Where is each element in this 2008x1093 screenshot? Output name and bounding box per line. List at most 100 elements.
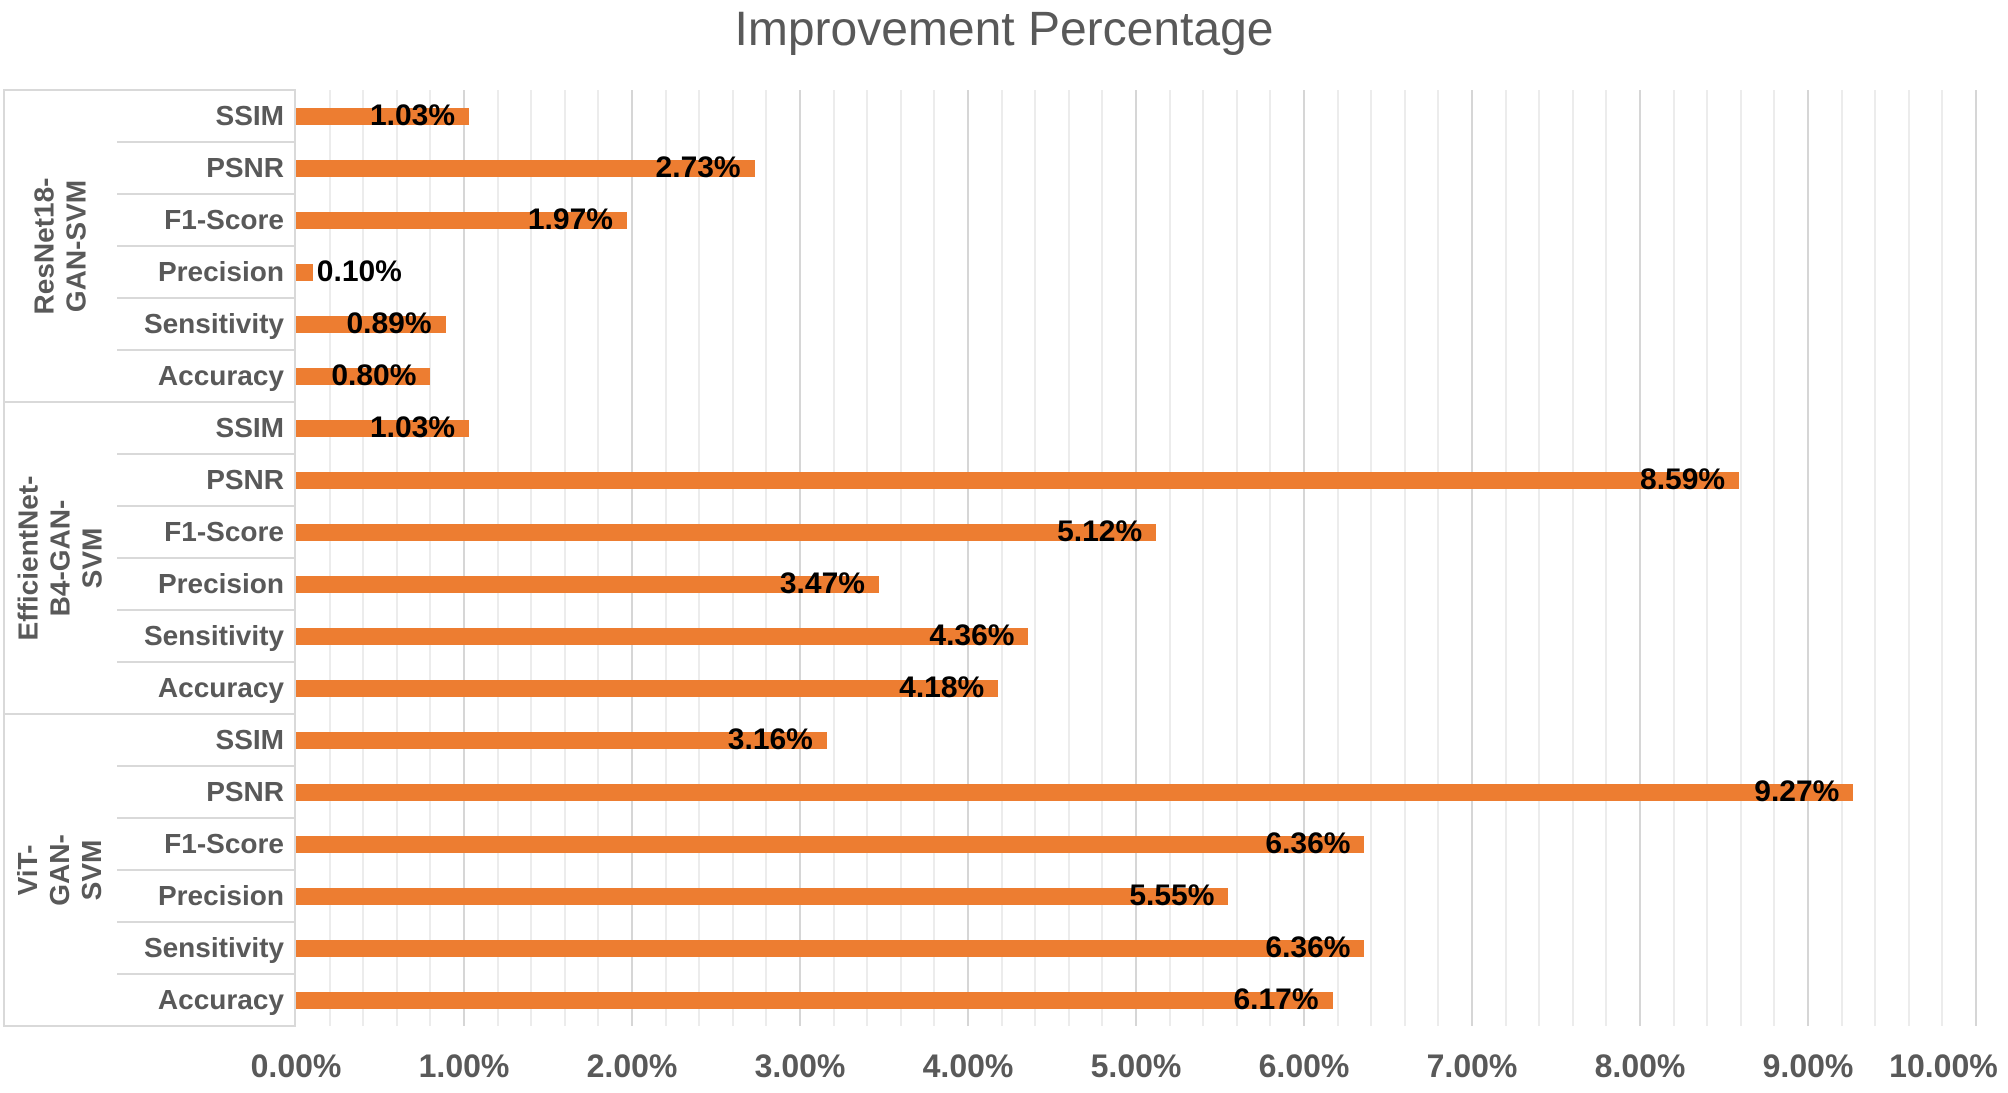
bar — [296, 211, 627, 229]
category-label: Sensitivity — [143, 620, 284, 651]
gridline-minor — [664, 90, 667, 1026]
bar-value-label: 0.89% — [346, 307, 432, 340]
gridline-minor — [563, 90, 566, 1026]
gridline-major — [463, 90, 465, 1026]
bar — [296, 367, 431, 385]
x-axis-tick-label: 8.00% — [1594, 1048, 1686, 1084]
gridline-major — [1135, 90, 1137, 1026]
label-area-border-top — [3, 89, 296, 91]
bar — [296, 991, 1333, 1009]
gridline-minor — [1370, 90, 1373, 1026]
bar — [296, 159, 755, 177]
bar-value-label: 5.55% — [1129, 879, 1215, 912]
gridline-major — [1471, 90, 1473, 1026]
gridline-major — [799, 90, 801, 1026]
bar-value-label: 6.17% — [1233, 983, 1319, 1016]
category-separator — [117, 245, 294, 247]
x-axis-tick-label: 5.00% — [1090, 1048, 1182, 1084]
bar-value-label: 3.16% — [727, 723, 813, 756]
gridline-minor — [1773, 90, 1776, 1026]
gridline-minor — [866, 90, 869, 1026]
bar — [296, 835, 1365, 853]
category-separator — [117, 765, 294, 767]
gridline-minor — [832, 90, 835, 1026]
group-label: ResNet18-GAN-SVM — [28, 177, 92, 315]
category-label: F1-Score — [164, 516, 284, 547]
x-axis-tick-label: 4.00% — [922, 1048, 1014, 1084]
gridline-major — [631, 90, 633, 1026]
group-label: ViT-GAN-SVM — [12, 834, 107, 906]
x-axis-tick-label: 6.00% — [1258, 1048, 1350, 1084]
bar-value-label: 2.73% — [655, 151, 741, 184]
bar — [296, 263, 313, 281]
bar-value-label: 0.10% — [316, 255, 402, 288]
bar-value-label: 9.27% — [1754, 775, 1840, 808]
category-separator — [117, 297, 294, 299]
x-axis-tick-label: 1.00% — [418, 1048, 510, 1084]
category-separator — [117, 349, 294, 351]
category-label: PSNR — [206, 776, 284, 807]
x-axis-tick-label: 9.00% — [1762, 1048, 1854, 1084]
gridline-minor — [1101, 90, 1104, 1026]
gridline-minor — [1672, 90, 1675, 1026]
gridline-minor — [395, 90, 398, 1026]
gridline-minor — [530, 90, 533, 1026]
category-label: SSIM — [215, 724, 284, 755]
category-label: Accuracy — [157, 672, 284, 703]
gridline-minor — [1403, 90, 1406, 1026]
bar — [296, 471, 1740, 489]
bar — [296, 731, 827, 749]
category-label: SSIM — [215, 412, 284, 443]
gridline-minor — [1907, 90, 1910, 1026]
category-separator — [117, 609, 294, 611]
category-separator — [117, 141, 294, 143]
category-label: Precision — [157, 256, 284, 287]
category-label: Precision — [157, 880, 284, 911]
category-separator — [117, 661, 294, 663]
bar — [296, 627, 1029, 645]
x-axis-tick-label: 0.00% — [250, 1048, 342, 1084]
gridline-minor — [1571, 90, 1574, 1026]
bar — [296, 575, 879, 593]
bar-value-label: 6.36% — [1265, 931, 1351, 964]
gridline-minor — [597, 90, 600, 1026]
gridline-minor — [899, 90, 902, 1026]
category-label: PSNR — [206, 152, 284, 183]
gridline-minor — [698, 90, 701, 1026]
bar-value-label: 4.36% — [929, 619, 1015, 652]
bar-value-label: 8.59% — [1640, 463, 1726, 496]
bar — [296, 783, 1854, 801]
category-label: Sensitivity — [143, 932, 284, 963]
gridline-minor — [1000, 90, 1003, 1026]
gridline-minor — [1941, 90, 1944, 1026]
bar-value-label: 4.18% — [899, 671, 985, 704]
category-separator — [117, 921, 294, 923]
category-label: PSNR — [206, 464, 284, 495]
category-separator — [117, 557, 294, 559]
gridline-minor — [1874, 90, 1877, 1026]
gridline-minor — [496, 90, 499, 1026]
label-area-border-left — [3, 89, 5, 1027]
gridline-minor — [1034, 90, 1037, 1026]
category-separator — [117, 453, 294, 455]
chart-title: Improvement Percentage — [734, 3, 1274, 56]
category-separator — [117, 817, 294, 819]
x-axis-tick-label: 2.00% — [586, 1048, 678, 1084]
category-label: Accuracy — [157, 984, 284, 1015]
gridline-minor — [1437, 90, 1440, 1026]
bar — [296, 315, 446, 333]
gridline-minor — [1269, 90, 1272, 1026]
gridline-minor — [765, 90, 768, 1026]
category-label: Accuracy — [157, 360, 284, 391]
bar-value-label: 5.12% — [1057, 515, 1143, 548]
category-label: Sensitivity — [143, 308, 284, 339]
group-label: EfficientNet-B4-GAN- SVM — [12, 475, 107, 641]
group-label-container: ViT-GAN-SVM — [3, 714, 117, 1026]
category-label: F1-Score — [164, 828, 284, 859]
bar-value-label: 6.36% — [1265, 827, 1351, 860]
gridline-minor — [1067, 90, 1070, 1026]
gridline-major — [967, 90, 969, 1026]
gridline-minor — [1168, 90, 1171, 1026]
gridline-minor — [933, 90, 936, 1026]
group-separator — [3, 713, 296, 715]
